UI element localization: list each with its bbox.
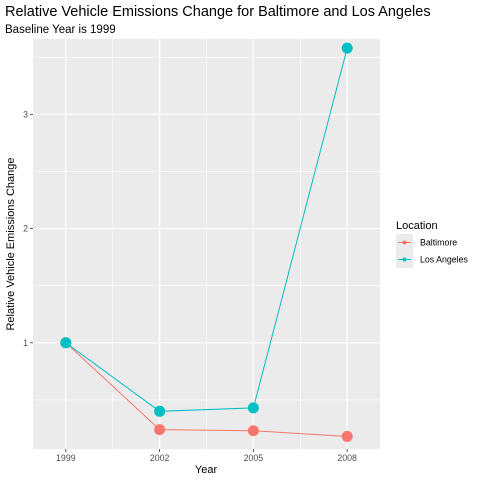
x-axis-label: Year [195,464,218,476]
y-axis-label: Relative Vehicle Emissions Change [5,157,17,330]
data-point-los-angeles [60,337,72,349]
legend-key-point-los-angeles [402,257,407,262]
series-line-baltimore [65,342,348,437]
grid-minor [33,39,380,449]
axis-ticks: 1 2 3 1999 2002 2005 2008 [23,109,357,463]
x-tick-label: 2008 [337,453,357,463]
legend-label-los-angeles: Los Angeles [420,255,469,265]
x-tick-label: 1999 [56,453,76,463]
data-point-los-angeles [247,402,259,414]
legend-key-point-baltimore [402,240,407,245]
y-tick-label: 3 [23,109,28,119]
series-line-los-angeles [65,48,348,412]
data-point-los-angeles [154,405,166,417]
x-tick-label: 2002 [150,453,170,463]
series-layer [60,42,353,442]
y-tick-label: 1 [23,338,28,348]
legend: Location Baltimore Los Angeles [396,220,469,268]
data-point-baltimore [247,425,259,437]
grid-major [33,39,380,449]
data-point-los-angeles [341,42,353,54]
data-point-baltimore [154,424,166,436]
chart-title: Relative Vehicle Emissions Change for Ba… [5,4,431,20]
legend-label-baltimore: Baltimore [420,238,457,248]
legend-title: Location [396,220,438,232]
chart-subtitle: Baseline Year is 1999 [5,24,116,36]
y-tick-label: 2 [23,224,28,234]
x-tick-label: 2005 [244,453,264,463]
data-point-baltimore [341,430,353,442]
